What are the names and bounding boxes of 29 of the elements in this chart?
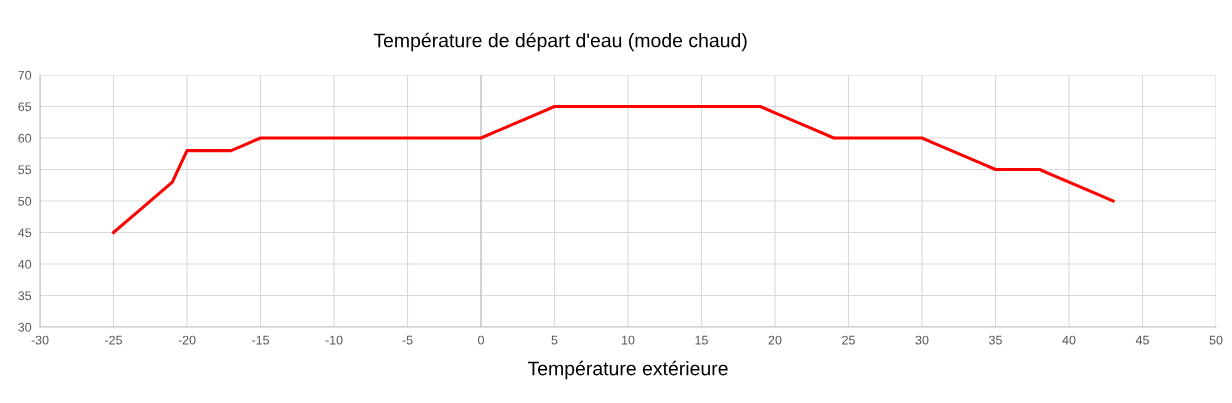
x-tick-label: 30 xyxy=(915,335,929,345)
x-tick-label: 20 xyxy=(768,335,782,345)
y-tick-label: 30 xyxy=(18,322,32,332)
x-tick-label: 25 xyxy=(842,335,855,345)
y-tick-label: 65 xyxy=(18,102,32,112)
x-tick-label: 15 xyxy=(695,335,708,345)
x-tick-label: -15 xyxy=(252,335,270,345)
x-tick-label: -25 xyxy=(105,335,123,345)
y-tick-label: 50 xyxy=(18,196,32,206)
y-tick-label: 35 xyxy=(18,291,32,301)
x-tick-label: 40 xyxy=(1062,335,1076,345)
x-tick-label: -10 xyxy=(325,335,343,345)
chart-title: Température de départ d'eau (mode chaud) xyxy=(373,32,747,52)
x-tick-label: 0 xyxy=(478,335,484,345)
y-tick-label: 45 xyxy=(18,228,32,238)
y-tick-label: 60 xyxy=(18,133,32,143)
x-tick-label: 50 xyxy=(1209,335,1223,345)
y-tick-label: 40 xyxy=(18,259,32,269)
x-tick-label: -30 xyxy=(31,335,49,345)
x-tick-label: 45 xyxy=(1135,335,1149,345)
line-series xyxy=(111,104,1115,235)
x-axis-title: Température extérieure xyxy=(527,360,728,380)
x-tick-label: -5 xyxy=(402,335,413,345)
y-tick-label: 55 xyxy=(18,165,32,175)
x-tick-label: -20 xyxy=(178,335,196,345)
y-tick-label: 70 xyxy=(18,70,32,80)
x-tick-label: 10 xyxy=(622,335,635,345)
x-tick-label: 5 xyxy=(551,335,558,345)
x-tick-label: 35 xyxy=(989,335,1002,345)
